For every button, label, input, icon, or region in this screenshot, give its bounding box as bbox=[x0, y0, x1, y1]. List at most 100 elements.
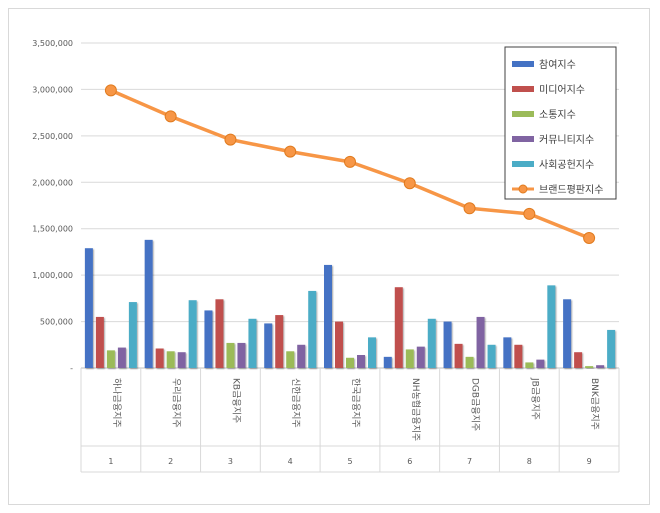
legend-swatch bbox=[512, 136, 534, 142]
legend-label: 커뮤니티지수 bbox=[539, 134, 594, 146]
bar-3-6 bbox=[405, 349, 414, 368]
chart-svg: - 500,000 1,000,000 1,500,000 2,000,000 2,500… bbox=[32, 39, 620, 473]
y-tick-label: 500,000 bbox=[40, 318, 73, 327]
bar-3-9 bbox=[585, 366, 594, 368]
bar-4-9 bbox=[596, 365, 605, 368]
line-point bbox=[164, 110, 177, 123]
labels: 하나금융지주 1 우리금융지주 2 KB금융지주 3 신한금융지주 4 한국금융지주 5 NH농협금… bbox=[108, 377, 600, 466]
category-label: 한국금융지주 bbox=[350, 378, 361, 428]
category-index: 5 bbox=[347, 457, 352, 466]
y-tick-label: 3,000,000 bbox=[32, 85, 73, 94]
bar-5-5 bbox=[368, 337, 376, 368]
bar-4-5 bbox=[357, 355, 365, 368]
bar-1-5 bbox=[324, 264, 332, 368]
bar-3-5 bbox=[346, 357, 354, 368]
category-label: 우리금융지주 bbox=[171, 378, 182, 428]
bar-1-8 bbox=[503, 337, 512, 368]
bar-2-8 bbox=[514, 344, 523, 368]
category-index: 9 bbox=[587, 457, 592, 466]
line-point bbox=[284, 145, 297, 158]
bar-3-8 bbox=[525, 362, 534, 368]
bar-4-4 bbox=[297, 344, 306, 368]
bar-5-2 bbox=[188, 300, 197, 368]
line-point bbox=[104, 84, 117, 97]
legend-label: 미디어지수 bbox=[539, 84, 585, 96]
bar-1-3 bbox=[204, 310, 213, 368]
bar-1-4 bbox=[264, 323, 273, 368]
bar-4-7 bbox=[476, 316, 485, 368]
category-index: 1 bbox=[108, 457, 113, 466]
legend-label: 브랜드평판지수 bbox=[539, 184, 603, 196]
bar-2-5 bbox=[335, 321, 343, 368]
category-index: 2 bbox=[168, 457, 173, 466]
bar-3-1 bbox=[106, 350, 115, 368]
legend-box bbox=[504, 46, 617, 200]
bar-1-2 bbox=[144, 239, 153, 368]
line-point bbox=[463, 202, 476, 215]
bar-3-4 bbox=[286, 351, 295, 368]
category-label: NH농협금융지주 bbox=[410, 378, 422, 441]
chart-frame: - 500,000 1,000,000 1,500,000 2,000,000 2,500… bbox=[8, 8, 650, 505]
bar-3-2 bbox=[166, 351, 175, 368]
bars bbox=[84, 239, 616, 368]
bar-5-3 bbox=[248, 318, 257, 368]
legend-swatch bbox=[512, 86, 534, 92]
legend-label: 참여지수 bbox=[539, 59, 576, 71]
bar-2-4 bbox=[275, 315, 284, 368]
bar-1-1 bbox=[84, 248, 93, 368]
legend-label: 소통지수 bbox=[539, 109, 576, 121]
bar-5-4 bbox=[308, 290, 317, 368]
bar-5-1 bbox=[128, 302, 137, 368]
legend-marker bbox=[518, 184, 528, 194]
bar-1-9 bbox=[563, 299, 572, 368]
category-label: JB금융지주 bbox=[529, 377, 540, 420]
bar-4-1 bbox=[117, 347, 126, 368]
line-point bbox=[403, 177, 416, 190]
legend-swatch bbox=[512, 161, 534, 167]
category-label: 하나금융지주 bbox=[111, 378, 122, 428]
line-point bbox=[224, 133, 237, 146]
bar-3-7 bbox=[465, 356, 474, 368]
y-tick-label: 2,000,000 bbox=[32, 178, 73, 187]
bar-4-8 bbox=[536, 359, 545, 368]
bar-2-7 bbox=[454, 343, 463, 368]
gridlines bbox=[81, 42, 619, 369]
line-point bbox=[523, 207, 536, 220]
y-tick-label: 1,500,000 bbox=[32, 225, 73, 234]
category-index: 4 bbox=[288, 457, 293, 466]
bar-1-7 bbox=[443, 321, 452, 368]
line-point bbox=[583, 232, 596, 244]
category-index: 8 bbox=[527, 457, 532, 466]
y-tick-label: 1,000,000 bbox=[32, 271, 73, 280]
legend-swatch bbox=[512, 61, 534, 67]
category-index: 6 bbox=[407, 457, 412, 466]
legend-swatch bbox=[512, 111, 534, 117]
bar-2-2 bbox=[155, 348, 164, 368]
bar-2-6 bbox=[394, 287, 403, 368]
bar-2-1 bbox=[95, 316, 104, 368]
category-index: 7 bbox=[467, 457, 472, 466]
bar-1-6 bbox=[383, 356, 392, 368]
legend-label: 사회공헌지수 bbox=[539, 159, 594, 171]
category-label: BNK금융지주 bbox=[589, 378, 600, 430]
y-tick-label: - bbox=[70, 364, 73, 373]
bar-3-3 bbox=[226, 342, 235, 368]
bar-5-9 bbox=[607, 329, 616, 368]
y-tick-label: 3,500,000 bbox=[32, 39, 73, 48]
category-label: KB금융지주 bbox=[230, 378, 241, 423]
bar-2-9 bbox=[574, 352, 583, 368]
category-label: DGB금융지주 bbox=[470, 378, 481, 431]
bar-4-3 bbox=[237, 342, 246, 368]
category-label: 신한금융지주 bbox=[290, 378, 301, 428]
bar-4-6 bbox=[416, 346, 425, 368]
bar-5-6 bbox=[427, 318, 436, 368]
bar-4-2 bbox=[177, 352, 186, 368]
brand-line bbox=[104, 84, 596, 244]
bar-5-8 bbox=[547, 285, 556, 368]
category-index: 3 bbox=[228, 457, 233, 466]
line-point bbox=[344, 155, 356, 168]
y-tick-label: 2,500,000 bbox=[32, 132, 73, 141]
bar-5-7 bbox=[487, 344, 496, 368]
bar-2-3 bbox=[215, 299, 224, 368]
